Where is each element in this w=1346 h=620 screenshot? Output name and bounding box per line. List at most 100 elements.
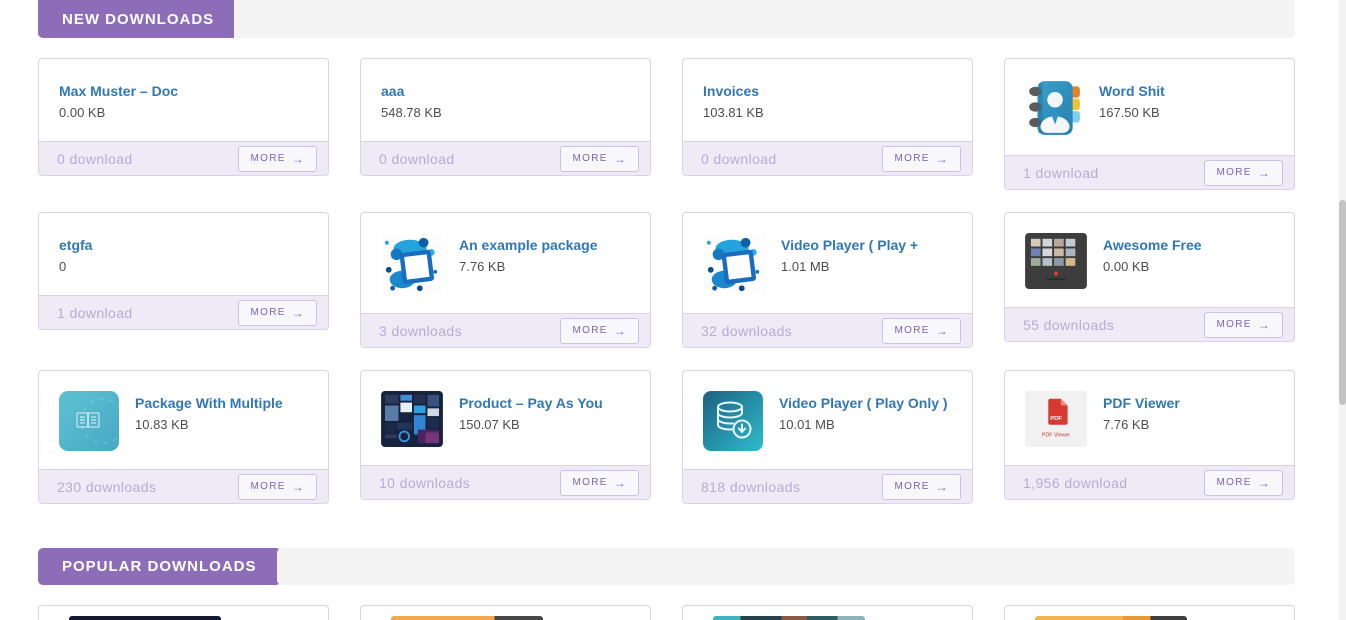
section-header-strip — [234, 0, 1295, 38]
card-footer: 1,956 download MORE → — [1005, 465, 1294, 499]
download-card: Package With Multiple 10.83 KB 230 downl… — [38, 370, 329, 504]
arrow-right-icon: → — [935, 323, 949, 338]
download-title-link[interactable]: etgfa — [59, 237, 93, 253]
download-card: PDF PDF Viewer PDF Viewer 7.76 KB 1,956 … — [1004, 370, 1295, 500]
card-footer: 0 download MORE → — [39, 141, 328, 175]
scrollbar-thumb[interactable] — [1339, 200, 1346, 405]
orange-dark-thumbnail — [391, 616, 543, 620]
more-button[interactable]: MORE → — [1204, 311, 1283, 338]
download-card: Video Player ( Play + 1.01 MB 32 downloa… — [682, 212, 973, 348]
more-button[interactable]: MORE → — [1204, 159, 1283, 186]
more-button[interactable]: MORE → — [882, 473, 961, 500]
download-title-link[interactable]: aaa — [381, 83, 405, 99]
card-footer: 10 downloads MORE → — [361, 465, 650, 499]
more-label: MORE — [250, 480, 286, 492]
more-button[interactable]: MORE → — [560, 317, 639, 344]
download-title-link[interactable]: An example package — [459, 237, 598, 253]
scrollbar-track[interactable] — [1339, 0, 1346, 620]
popular-downloads-grid — [38, 605, 1295, 620]
card-body: etgfa 0 — [39, 213, 328, 295]
download-title-link[interactable]: Package With Multiple — [135, 395, 283, 411]
card-footer: 1 download MORE → — [1005, 155, 1294, 189]
new-downloads-grid: Max Muster – Doc 0.00 KB 0 download MORE… — [38, 58, 1295, 504]
download-card: Invoices 103.81 KB 0 download MORE → — [682, 58, 973, 176]
paint-splash-thumbnail — [381, 233, 443, 295]
more-label: MORE — [894, 480, 930, 492]
file-size: 0.00 KB — [1103, 259, 1150, 274]
card-body: Video Player ( Play + 1.01 MB — [683, 213, 972, 313]
download-card: Awesome Free 0.00 KB 55 downloads MORE → — [1004, 212, 1295, 342]
file-size: 150.07 KB — [459, 417, 520, 432]
card-footer: 55 downloads MORE → — [1005, 307, 1294, 341]
card-footer: 230 downloads MORE → — [39, 469, 328, 503]
card-footer: 1 download MORE → — [39, 295, 328, 329]
more-button[interactable]: MORE → — [560, 145, 639, 172]
page-content: NEW DOWNLOADS Max Muster – Doc 0.00 KB 0… — [38, 0, 1295, 620]
arrow-right-icon: → — [935, 479, 949, 494]
download-title-link[interactable]: Video Player ( Play + — [781, 237, 919, 253]
more-button[interactable]: MORE → — [882, 145, 961, 172]
download-count: 55 downloads — [1023, 316, 1115, 333]
download-card: Max Muster – Doc 0.00 KB 0 download MORE… — [38, 58, 329, 176]
arrow-right-icon: → — [613, 475, 627, 490]
arrow-right-icon: → — [291, 151, 305, 166]
download-title-link[interactable]: Word Shit — [1099, 83, 1165, 99]
more-button[interactable]: MORE → — [560, 469, 639, 496]
download-card: Video Player ( Play Only ) 10.01 MB 818 … — [682, 370, 973, 504]
database-download-thumbnail — [703, 391, 763, 451]
download-count: 10 downloads — [379, 474, 471, 491]
download-title-link[interactable]: Invoices — [703, 83, 760, 99]
file-size: 7.76 KB — [459, 259, 506, 274]
download-title-link[interactable]: Max Muster – Doc — [59, 83, 179, 99]
download-title-link[interactable]: Product – Pay As You — [459, 395, 603, 411]
file-size: 103.81 KB — [703, 105, 764, 120]
teal-multi-thumbnail — [713, 616, 865, 620]
download-count: 230 downloads — [57, 478, 157, 495]
more-label: MORE — [250, 306, 286, 318]
card-body: Package With Multiple 10.83 KB — [39, 371, 328, 469]
card-body: aaa 548.78 KB — [361, 59, 650, 141]
download-count: 1 download — [57, 304, 133, 321]
pdf-file-thumbnail: PDF PDF Viewer — [1025, 391, 1087, 447]
more-label: MORE — [1216, 476, 1252, 488]
download-card: An example package 7.76 KB 3 downloads M… — [360, 212, 651, 348]
arrow-right-icon: → — [1257, 475, 1271, 490]
card-body: Product – Pay As You 150.07 KB — [361, 371, 650, 465]
more-button[interactable]: MORE → — [238, 473, 317, 500]
arrow-right-icon: → — [291, 305, 305, 320]
card-footer: 818 downloads MORE → — [683, 469, 972, 503]
download-title-link[interactable]: Awesome Free — [1103, 237, 1202, 253]
more-button[interactable]: MORE → — [238, 145, 317, 172]
download-count: 1 download — [1023, 164, 1099, 181]
download-card: etgfa 0 1 download MORE → — [38, 212, 329, 330]
download-count: 0 download — [57, 150, 133, 167]
svg-text:PDF Viewer: PDF Viewer — [1042, 432, 1070, 438]
arrow-right-icon: → — [935, 151, 949, 166]
more-button[interactable]: MORE → — [882, 317, 961, 344]
card-body: Video Player ( Play Only ) 10.01 MB — [683, 371, 972, 469]
arrow-right-icon: → — [613, 323, 627, 338]
file-size: 0 — [59, 259, 67, 274]
download-count: 0 download — [701, 150, 777, 167]
card-body: Word Shit 167.50 KB — [1005, 59, 1294, 155]
more-button[interactable]: MORE → — [1204, 469, 1283, 496]
more-label: MORE — [250, 152, 286, 164]
download-card-partial — [1004, 605, 1295, 620]
download-count: 1,956 download — [1023, 474, 1128, 491]
download-count: 3 downloads — [379, 322, 463, 339]
address-book-icon — [1029, 81, 1080, 135]
arrow-right-icon: → — [1257, 317, 1271, 332]
more-label: MORE — [1216, 166, 1252, 178]
svg-text:PDF: PDF — [1050, 416, 1062, 422]
download-title-link[interactable]: PDF Viewer — [1103, 395, 1180, 411]
card-body: PDF PDF Viewer PDF Viewer 7.76 KB — [1005, 371, 1294, 465]
download-title-link[interactable]: Video Player ( Play Only ) — [779, 395, 948, 411]
download-card: aaa 548.78 KB 0 download MORE → — [360, 58, 651, 176]
file-size: 1.01 MB — [781, 259, 830, 274]
more-button[interactable]: MORE → — [238, 299, 317, 326]
section-title: POPULAR DOWNLOADS — [38, 548, 281, 585]
more-label: MORE — [894, 152, 930, 164]
ui-collage-thumbnail — [381, 391, 443, 447]
section-header-popular: POPULAR DOWNLOADS — [38, 548, 1295, 585]
teal-book-thumbnail — [59, 391, 119, 451]
